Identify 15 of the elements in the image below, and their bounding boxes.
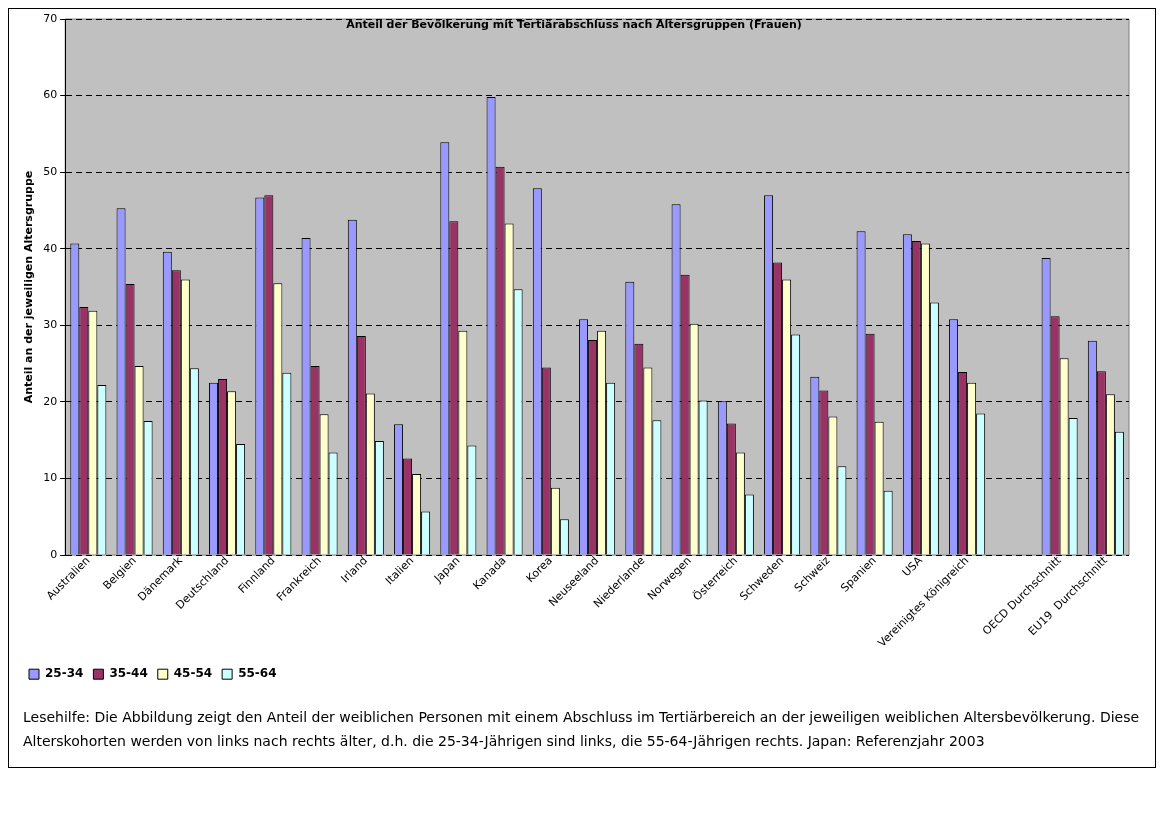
y-axis-title: Anteil an der jeweiligen Altersgruppe — [22, 170, 36, 404]
y-tick-label: 60 — [43, 88, 58, 102]
legend-label: 25-34 — [45, 666, 84, 681]
y-tick-label: 30 — [43, 318, 58, 332]
y-tick-label: 20 — [43, 394, 58, 408]
legend-label: 55-64 — [238, 666, 277, 681]
chart-title: Anteil der Bevölkerung mit Tertiärabschluss nach Altersgruppen (Frauen) — [346, 18, 802, 32]
y-tick-label: 0 — [50, 547, 58, 561]
y-tick-label: 50 — [43, 165, 58, 179]
text: Lesehilfe: Die Abbildung zeigt den Anteil der weiblichen Personen mit einem Abschluss im Tertiärbereich an der jeweiligen weiblichen Altersbevölkerung. Diese Alterskohorten werden von links nach rechts älter, d.h. die 25-34-Jährigen sind links, die 55-64-Jährigen rechts. Japan: Referenzjahr 2003 — [22, 708, 1141, 751]
legend-label: 45-54 — [173, 666, 213, 681]
y-tick-label: 40 — [43, 241, 58, 255]
y-tick-label: 10 — [43, 471, 58, 485]
legend-label: 35-44 — [109, 666, 148, 681]
y-tick-label: 70 — [43, 11, 58, 25]
